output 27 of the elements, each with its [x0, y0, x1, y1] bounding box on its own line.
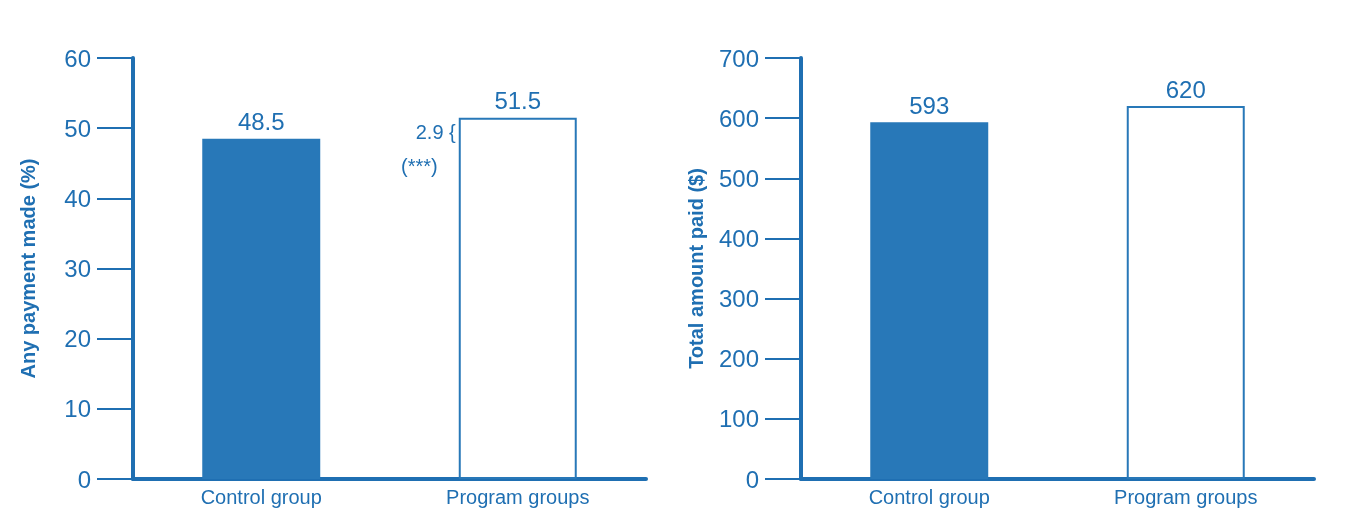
annotation: 2.9 { [415, 120, 457, 143]
y-tick-label: 200 [718, 345, 759, 373]
y-tick-label: 60 [64, 44, 91, 72]
y-tick-label: 0 [77, 465, 91, 493]
y-tick-label: 400 [718, 224, 759, 252]
data-label: 593 [909, 91, 950, 119]
y-tick-label: 300 [718, 285, 759, 313]
data-label: 48.5 [237, 108, 285, 136]
y-tick-label: 20 [64, 325, 91, 353]
x-tick-label: Program groups [446, 486, 590, 508]
data-label: 51.5 [494, 87, 542, 115]
y-tick-label: 100 [718, 405, 759, 433]
y-tick-label: 700 [718, 44, 759, 72]
y-tick-label: 50 [64, 114, 91, 142]
x-tick-label: Control group [868, 486, 990, 508]
x-tick-label: Control group [200, 486, 322, 508]
x-tick-label: Program groups [1114, 486, 1258, 508]
y-tick-label: 500 [718, 164, 759, 192]
y-axis-title: Total amount paid ($) [685, 168, 707, 369]
data-label: 620 [1165, 75, 1206, 103]
y-axis-title: Any payment made (%) [17, 158, 39, 379]
annotation: (***) [401, 154, 438, 177]
y-tick-label: 40 [64, 184, 91, 212]
y-tick-label: 30 [64, 255, 91, 282]
y-tick-label: 600 [718, 104, 759, 132]
y-tick-label: 0 [745, 465, 759, 493]
y-tick-label: 10 [64, 395, 91, 423]
